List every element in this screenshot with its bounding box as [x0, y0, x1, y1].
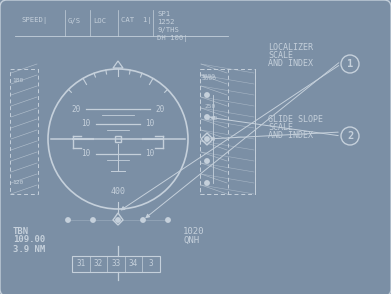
Text: 250: 250 [206, 116, 217, 121]
Text: 10: 10 [81, 119, 91, 128]
Text: 3000: 3000 [201, 74, 216, 79]
Text: 3000: 3000 [202, 76, 217, 81]
Bar [72, 256, 160, 272]
Text: DH 100|: DH 100| [157, 34, 188, 41]
Text: 1020: 1020 [183, 226, 204, 235]
Circle shape [141, 218, 145, 222]
Text: LOC: LOC [93, 18, 106, 24]
Circle shape [166, 218, 170, 222]
Circle shape [341, 127, 359, 145]
Circle shape [341, 55, 359, 73]
Bar [10, 69, 38, 194]
Text: 10: 10 [81, 150, 91, 158]
Text: 10: 10 [145, 150, 154, 158]
Text: SPEED|: SPEED| [22, 18, 48, 24]
Text: SCALE: SCALE [268, 51, 293, 59]
Bar [200, 69, 228, 194]
Text: 9/THS: 9/THS [157, 27, 179, 33]
Text: 3: 3 [149, 260, 154, 268]
Text: 33: 33 [111, 260, 121, 268]
Text: AND INDEX: AND INDEX [268, 131, 313, 139]
Text: 31: 31 [76, 260, 85, 268]
Bar [115, 136, 121, 142]
Circle shape [205, 181, 209, 185]
Bar [200, 69, 255, 194]
Circle shape [205, 137, 209, 141]
Circle shape [205, 115, 209, 119]
Text: 34: 34 [129, 260, 138, 268]
Text: 32: 32 [94, 260, 103, 268]
Text: AND INDEX: AND INDEX [268, 59, 313, 68]
Text: 120: 120 [12, 180, 23, 185]
Text: 10: 10 [145, 119, 154, 128]
Text: SCALE: SCALE [268, 123, 293, 131]
Text: 2: 2 [347, 131, 353, 141]
Text: 400: 400 [111, 186, 126, 196]
Text: 20: 20 [72, 104, 81, 113]
Text: SP1: SP1 [157, 11, 170, 17]
Text: QNH: QNH [183, 235, 199, 245]
Circle shape [205, 159, 209, 163]
Text: 1252: 1252 [157, 19, 174, 25]
Text: 3.9 NM: 3.9 NM [13, 245, 45, 253]
Text: 109.00: 109.00 [13, 235, 45, 245]
Circle shape [205, 93, 209, 97]
Text: GLIDE SLOPE: GLIDE SLOPE [268, 114, 323, 123]
Text: 20: 20 [155, 104, 165, 113]
Text: TBN: TBN [13, 226, 29, 235]
Text: G/S: G/S [68, 18, 81, 24]
Circle shape [91, 218, 95, 222]
Circle shape [48, 69, 188, 209]
Text: 180: 180 [12, 78, 23, 83]
Circle shape [66, 218, 70, 222]
Circle shape [116, 218, 120, 222]
Text: CAT  1|: CAT 1| [121, 18, 152, 24]
Text: 250: 250 [204, 104, 215, 109]
Text: 1: 1 [347, 59, 353, 69]
Text: LOCALIZER: LOCALIZER [268, 43, 313, 51]
